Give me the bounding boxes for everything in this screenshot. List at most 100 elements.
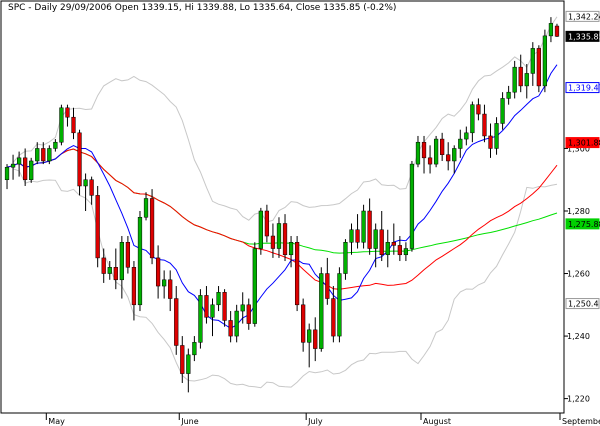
candle (252, 242, 257, 327)
value-badge-box (565, 82, 600, 94)
value-badge: 1,250.4 (565, 298, 600, 310)
candle-body (536, 48, 541, 87)
candle-body (288, 242, 294, 256)
candle (125, 236, 131, 274)
candle-body (198, 295, 203, 343)
candle (500, 92, 505, 130)
x-tick-label: June (180, 417, 199, 426)
candle-body (276, 223, 282, 249)
candle-body (10, 163, 16, 168)
candle-body (174, 298, 179, 346)
candle-body (464, 132, 469, 140)
candle (113, 248, 118, 290)
candle-body (264, 210, 270, 237)
candle-body (53, 141, 58, 149)
candle (29, 157, 34, 183)
candle (446, 142, 451, 171)
candle (530, 42, 535, 86)
candle-body (240, 304, 245, 312)
candle (216, 286, 221, 312)
candle-body (131, 267, 137, 306)
candle-body (530, 48, 535, 74)
chart-title: SPC - Daily 29/09/2006 Open 1339.15, Hi … (8, 3, 396, 13)
candle-body (446, 154, 451, 162)
candle (349, 223, 354, 255)
y-tick-label: 1,240 (567, 332, 590, 341)
x-tick-label: May (48, 417, 65, 426)
candle-body (385, 242, 390, 256)
candle (77, 129, 82, 196)
candle (258, 207, 263, 255)
candle-body (512, 66, 517, 93)
candle-body (192, 342, 197, 356)
candle-body (258, 210, 263, 249)
value-badge-box (565, 30, 600, 42)
candle (198, 289, 203, 349)
value-badge: 1,301.88 (565, 137, 600, 149)
candle (101, 248, 106, 283)
candle-body (367, 210, 372, 249)
candle (518, 54, 523, 93)
candle (524, 64, 529, 99)
candle-body (349, 229, 354, 243)
candle-body (301, 304, 306, 343)
candle-body (107, 267, 112, 274)
candle-body (65, 107, 70, 118)
candle (119, 236, 124, 299)
candle (542, 29, 548, 93)
candle (168, 270, 173, 312)
candle (59, 104, 64, 146)
candle-body (337, 273, 342, 337)
candle-body (113, 267, 118, 281)
candle (452, 145, 457, 174)
candle-body (41, 148, 46, 162)
x-tick-label: July (307, 417, 323, 426)
candle (343, 239, 348, 280)
candle (494, 117, 499, 155)
y-tick-label: 1,280 (567, 207, 590, 216)
candle-body (282, 223, 288, 256)
candle-body (23, 157, 28, 180)
candle (294, 236, 300, 312)
candle (415, 135, 421, 168)
candle (440, 132, 445, 161)
candle-body (415, 141, 421, 165)
candle (23, 148, 28, 186)
x-tick-label: September (562, 417, 600, 426)
candle (337, 267, 342, 343)
candle-body (331, 298, 336, 337)
upper-band-line (12, 16, 558, 223)
plot-frame (0, 0, 565, 414)
candle-body (155, 257, 161, 287)
candle-body (77, 132, 82, 187)
y-tick-label: 1,260 (567, 270, 590, 279)
candle-body (294, 242, 300, 306)
candle-body (149, 198, 155, 259)
candle (192, 336, 197, 362)
candle (47, 145, 52, 165)
candle (10, 154, 16, 180)
candle-body (101, 257, 106, 274)
candle (35, 142, 40, 165)
candle-body (524, 73, 529, 87)
value-badge-label: 1,301.88 (568, 139, 600, 148)
candle (331, 286, 336, 343)
candle (107, 261, 112, 280)
candle-body (500, 98, 505, 124)
value-badge: 1,319.47 (565, 82, 600, 94)
candle-body (391, 242, 396, 246)
candle (355, 214, 360, 249)
candle (470, 101, 475, 143)
candle (282, 214, 288, 262)
candle (373, 223, 378, 268)
candle (143, 192, 149, 221)
candle (476, 98, 481, 121)
candle (204, 286, 209, 324)
candle-body (204, 295, 209, 318)
candle (71, 107, 76, 140)
candle-body (373, 229, 378, 249)
candle-body (313, 329, 318, 349)
candle-body (180, 345, 185, 374)
